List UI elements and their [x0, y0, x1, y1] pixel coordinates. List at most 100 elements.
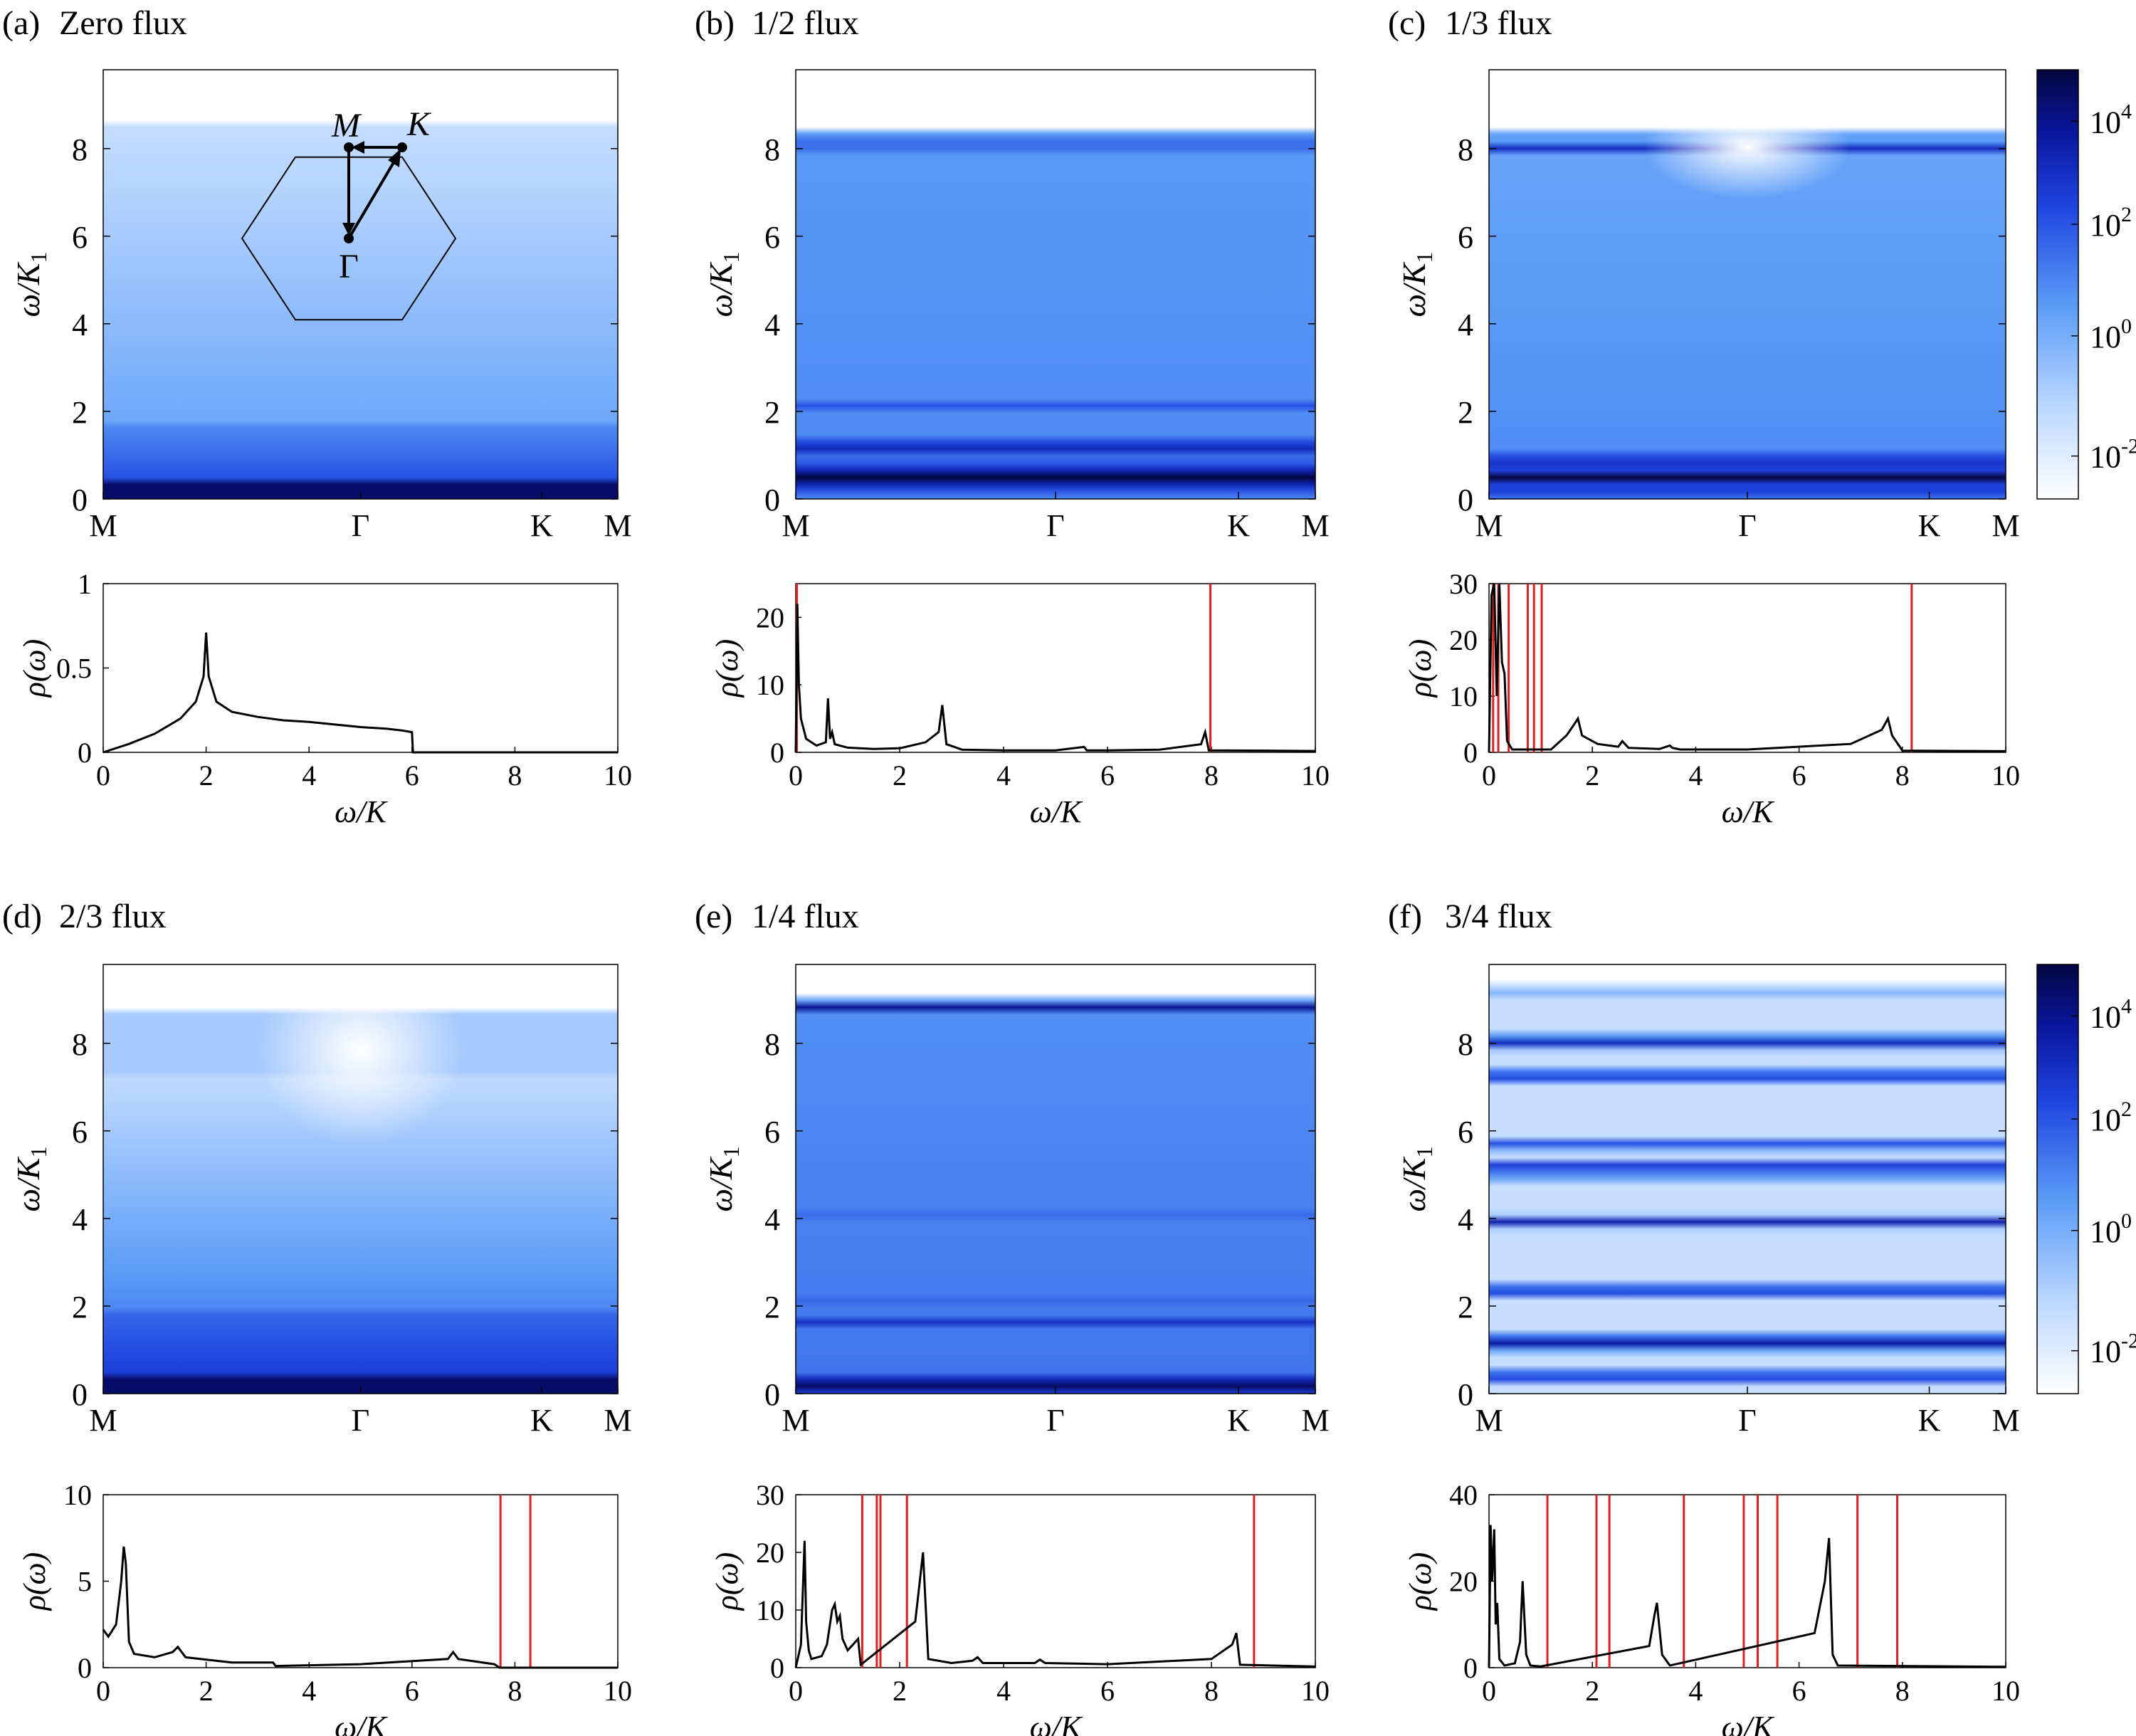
dos-y-label: ρ(ω) — [17, 639, 52, 699]
dos-y-label: ρ(ω) — [1403, 639, 1438, 699]
x-tick-label: Γ — [1046, 508, 1064, 543]
dos-y-tick-label: 20 — [1449, 624, 1478, 656]
dos-x-tick-label: 4 — [1688, 1675, 1703, 1707]
y-tick-label: 2 — [1458, 395, 1473, 430]
y-tick-label: 4 — [764, 307, 780, 342]
dos-x-tick-label: 0 — [1482, 759, 1496, 791]
dos-curve — [102, 632, 618, 754]
dos-frame — [102, 583, 619, 753]
dos-x-tick-label: 8 — [1895, 1675, 1910, 1707]
x-tick-label: M — [1301, 508, 1329, 543]
bz-point — [344, 233, 354, 243]
dos-y-tick-label: 10 — [63, 1479, 92, 1511]
dos-x-tick-label: 0 — [789, 759, 803, 791]
y-tick-label: 0 — [764, 483, 780, 517]
gamma-gap — [1643, 95, 1851, 199]
x-tick-label: Γ — [352, 508, 369, 543]
dos-y-label: ρ(ω) — [1403, 1552, 1438, 1612]
dos-x-tick-label: 10 — [1301, 759, 1330, 791]
colorbar-tick-label: 102 — [2090, 203, 2132, 243]
dos-x-tick-label: 0 — [789, 1675, 803, 1707]
y-tick-label: 0 — [72, 483, 88, 517]
y-axis-label-sub: 1 — [718, 252, 744, 263]
y-axis-label-sub: 1 — [26, 1147, 51, 1158]
gamma-gap — [257, 955, 464, 1145]
y-tick-label: 6 — [764, 1115, 780, 1150]
dos-y-tick-label: 20 — [1449, 1566, 1478, 1598]
dos-x-tick-label: 4 — [996, 759, 1011, 791]
y-tick-label: 2 — [72, 1290, 88, 1325]
y-tick-label: 4 — [1458, 307, 1473, 342]
y-axis-label: ω/K1 — [1396, 252, 1437, 317]
x-tick-label: M — [1475, 508, 1503, 543]
dos-x-tick-label: 4 — [302, 1675, 316, 1707]
dos-curve — [1488, 583, 2006, 753]
dos-x-tick-label: 10 — [1992, 759, 2020, 791]
colorbar-tick-exp: 4 — [2121, 100, 2132, 123]
dos-curve — [1488, 1525, 2006, 1668]
inset-label-m: M — [331, 107, 362, 144]
colorbar-tick-label: 100 — [2090, 315, 2132, 354]
x-tick-label: M — [1475, 1403, 1503, 1438]
colorbar-tick-label: 102 — [2090, 1098, 2132, 1137]
dos-frame — [1488, 1494, 2006, 1668]
dos-x-tick-label: 10 — [1301, 1675, 1330, 1707]
colorbar-tick-base: 10 — [2090, 320, 2121, 354]
dos-curve — [102, 1546, 618, 1669]
y-tick-label: 2 — [1458, 1290, 1473, 1325]
dos-y-tick-label: 10 — [1449, 680, 1478, 712]
dos-curve — [794, 604, 1316, 753]
y-tick-label: 0 — [1458, 483, 1473, 517]
dos-x-label: ω/K — [335, 1710, 388, 1736]
dos-x-tick-label: 4 — [1688, 759, 1703, 791]
y-tick-label: 6 — [1458, 1115, 1473, 1150]
dos-x-tick-label: 8 — [507, 759, 522, 791]
y-axis-label-sub: 1 — [1411, 1147, 1437, 1158]
dos-y-label: ρ(ω) — [17, 1552, 52, 1612]
panel-label: (b) — [695, 4, 735, 42]
colorbar-tick-exp: 2 — [2121, 203, 2132, 226]
y-axis-label-sub: 1 — [718, 1147, 744, 1158]
colorbar-tick-label: 104 — [2090, 994, 2132, 1034]
path-arrow-gamma-k — [347, 159, 396, 240]
y-axis-label-main: ω/K — [703, 1156, 739, 1211]
y-tick-label: 0 — [764, 1377, 780, 1412]
colorbar-tick-base: 10 — [2090, 1214, 2121, 1249]
panel-label: (a) — [2, 4, 40, 42]
x-tick-label: M — [782, 508, 809, 543]
dos-y-tick-label: 40 — [1449, 1479, 1478, 1511]
dos-x-tick-label: 10 — [604, 759, 632, 791]
y-tick-label: 6 — [1458, 220, 1473, 255]
x-tick-label: M — [89, 1403, 117, 1438]
arrowhead — [388, 149, 401, 167]
dos-x-tick-label: 2 — [893, 1675, 907, 1707]
dos-y-tick-label: 10 — [756, 669, 784, 701]
colorbar-tick-base: 10 — [2090, 1335, 2121, 1369]
x-tick-label: M — [1992, 1403, 2019, 1438]
colorbar-bar — [2036, 964, 2079, 1394]
y-axis-label-main: ω/K — [703, 261, 739, 317]
x-tick-label: Γ — [352, 1403, 369, 1438]
colorbar-bar — [2036, 69, 2079, 500]
colorbar-tick-label: 104 — [2090, 100, 2132, 140]
y-tick-label: 8 — [764, 132, 780, 167]
dos-x-tick-label: 0 — [96, 759, 110, 791]
colorbar-tick-exp: 4 — [2121, 994, 2132, 1018]
y-tick-label: 4 — [72, 307, 88, 342]
dos-x-tick-label: 6 — [1792, 759, 1806, 791]
y-axis-label-main: ω/K — [10, 1156, 46, 1211]
colorbar-tick-exp: 0 — [2121, 315, 2132, 338]
panel-label: (f) — [1388, 898, 1422, 935]
dos-y-tick-label: 0.5 — [56, 653, 92, 685]
dos-y-tick-label: 0 — [770, 737, 784, 769]
dos-x-tick-label: 6 — [1100, 759, 1115, 791]
dos-x-tick-label: 6 — [405, 1675, 419, 1707]
dos-x-tick-label: 2 — [1585, 759, 1599, 791]
colorbar-tick-exp: 2 — [2121, 1098, 2132, 1121]
dos-y-tick-label: 0 — [1463, 737, 1478, 769]
y-tick-label: 0 — [1458, 1377, 1473, 1412]
panel-label: (c) — [1388, 4, 1426, 42]
